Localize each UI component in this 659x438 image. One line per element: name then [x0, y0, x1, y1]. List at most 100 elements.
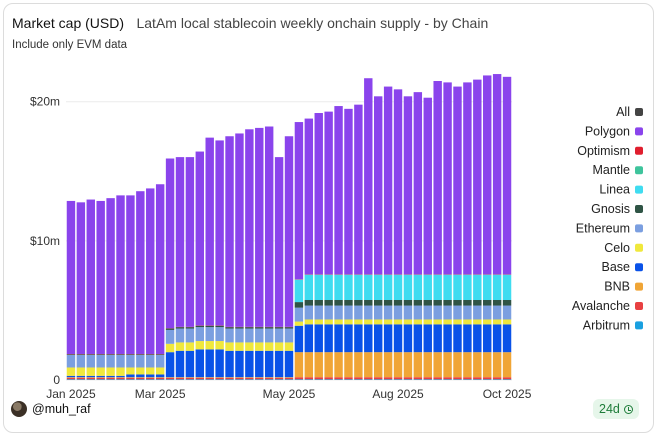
bar-segment-polygon[interactable] [86, 199, 95, 354]
bar-segment-linea[interactable] [344, 274, 353, 300]
bar-segment-celo[interactable] [433, 319, 442, 325]
bar-segment-bnb[interactable] [126, 377, 135, 378]
bar-segment-gnosis[interactable] [473, 300, 482, 306]
bar-segment-gnosis[interactable] [383, 300, 393, 306]
bar-segment-base[interactable] [215, 349, 224, 378]
bar-segment-bnb[interactable] [463, 352, 472, 378]
bar-segment-bnb[interactable] [344, 352, 353, 378]
bar-segment-arbitrum[interactable] [433, 379, 442, 380]
bar-segment-celo[interactable] [443, 319, 452, 325]
bar-segment-celo[interactable] [284, 342, 294, 351]
bar-segment-avalanche[interactable] [146, 377, 155, 380]
bar-segment-polygon[interactable] [413, 92, 423, 275]
bar-segment-celo[interactable] [106, 367, 115, 376]
bar-segment-bnb[interactable] [155, 377, 165, 378]
bar-segment-ethereum[interactable] [205, 327, 214, 342]
bar-segment-linea[interactable] [304, 274, 314, 300]
bar-segment-avalanche[interactable] [264, 377, 274, 380]
bar-segment-avalanche[interactable] [334, 377, 343, 380]
bar-segment-bnb[interactable] [165, 377, 175, 378]
bar-segment-gnosis[interactable] [403, 300, 413, 306]
bar-segment-avalanche[interactable] [175, 377, 185, 380]
bar-segment-bnb[interactable] [314, 352, 323, 378]
bar-segment-polygon[interactable] [473, 79, 482, 275]
bar-segment-base[interactable] [453, 324, 462, 353]
bar-segment-bnb[interactable] [225, 377, 234, 378]
bar-segment-celo[interactable] [136, 367, 145, 375]
bar-segment-ethereum[interactable] [136, 354, 145, 368]
bar-segment-base[interactable] [274, 350, 284, 378]
bar-segment-ethereum[interactable] [86, 354, 95, 368]
legend-item-linea[interactable]: Linea [599, 183, 643, 197]
bar-segment-celo[interactable] [126, 367, 135, 375]
bar-segment-gnosis[interactable] [344, 300, 353, 306]
bar-segment-arbitrum[interactable] [314, 379, 323, 380]
bar-segment-base[interactable] [344, 324, 353, 353]
bar-segment-base[interactable] [126, 374, 135, 378]
bar-segment-gnosis[interactable] [235, 327, 244, 329]
bar-segment-gnosis[interactable] [165, 328, 175, 330]
bar-segment-gnosis[interactable] [453, 300, 462, 306]
bar-segment-avalanche[interactable] [314, 377, 323, 380]
bar-segment-avalanche[interactable] [195, 377, 205, 380]
bar-segment-base[interactable] [106, 375, 115, 378]
bar-segment-gnosis[interactable] [492, 300, 502, 306]
bar-segment-gnosis[interactable] [373, 300, 383, 306]
bar-segment-avalanche[interactable] [235, 377, 244, 380]
bar-segment-bnb[interactable] [393, 352, 403, 378]
bar-segment-ethereum[interactable] [334, 305, 343, 320]
bar-segment-polygon[interactable] [403, 96, 413, 275]
bar-segment-ethereum[interactable] [106, 354, 115, 368]
bar-segment-gnosis[interactable] [76, 354, 86, 355]
bar-segment-base[interactable] [66, 375, 76, 378]
bar-segment-polygon[interactable] [354, 104, 363, 275]
bar-segment-celo[interactable] [96, 367, 105, 376]
bar-segment-celo[interactable] [225, 342, 234, 351]
bar-segment-gnosis[interactable] [185, 327, 195, 329]
bar-segment-ethereum[interactable] [314, 305, 323, 320]
bar-segment-avalanche[interactable] [373, 377, 383, 380]
bar-segment-arbitrum[interactable] [473, 379, 482, 380]
bar-segment-arbitrum[interactable] [502, 379, 512, 380]
bar-segment-polygon[interactable] [165, 158, 175, 329]
bar-segment-bnb[interactable] [116, 377, 125, 378]
bar-segment-bnb[interactable] [483, 352, 492, 378]
bar-segment-base[interactable] [76, 375, 86, 378]
bar-segment-base[interactable] [502, 324, 512, 353]
legend-item-avalanche[interactable]: Avalanche [572, 299, 643, 313]
bar-segment-polygon[interactable] [106, 198, 115, 354]
bar-segment-arbitrum[interactable] [373, 379, 383, 380]
bar-segment-gnosis[interactable] [393, 300, 403, 306]
bar-segment-gnosis[interactable] [423, 300, 432, 306]
bar-segment-ethereum[interactable] [473, 305, 482, 320]
bar-segment-gnosis[interactable] [433, 300, 442, 306]
bar-segment-ethereum[interactable] [76, 354, 86, 368]
bar-segment-avalanche[interactable] [364, 377, 373, 380]
bar-segment-bnb[interactable] [185, 377, 195, 378]
bar-segment-bnb[interactable] [364, 352, 373, 378]
bar-segment-bnb[interactable] [96, 377, 105, 378]
bar-segment-arbitrum[interactable] [175, 379, 185, 380]
bar-segment-gnosis[interactable] [195, 325, 205, 328]
bar-segment-celo[interactable] [463, 319, 472, 325]
bar-segment-polygon[interactable] [264, 126, 274, 327]
bar-segment-ethereum[interactable] [195, 327, 205, 342]
bar-segment-bnb[interactable] [473, 352, 482, 378]
bar-segment-celo[interactable] [483, 319, 492, 325]
bar-segment-linea[interactable] [492, 274, 502, 300]
bar-segment-base[interactable] [175, 350, 185, 378]
bar-segment-avalanche[interactable] [225, 377, 234, 380]
bar-segment-base[interactable] [483, 324, 492, 353]
bar-segment-linea[interactable] [314, 274, 323, 300]
bar-segment-avalanche[interactable] [165, 377, 175, 380]
bar-segment-polygon[interactable] [155, 184, 165, 354]
legend-item-gnosis[interactable]: Gnosis [591, 202, 643, 216]
bar-segment-base[interactable] [294, 325, 304, 353]
bar-segment-linea[interactable] [383, 274, 393, 300]
bar-segment-avalanche[interactable] [383, 377, 393, 380]
bar-segment-bnb[interactable] [502, 352, 512, 378]
bar-segment-ethereum[interactable] [483, 305, 492, 320]
bar-segment-avalanche[interactable] [344, 377, 353, 380]
bar-segment-polygon[interactable] [443, 82, 452, 275]
bar-segment-arbitrum[interactable] [106, 379, 115, 380]
